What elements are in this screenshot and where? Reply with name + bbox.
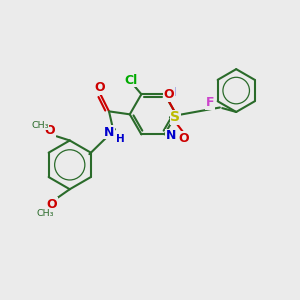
- Text: O: O: [46, 198, 57, 211]
- Text: N: N: [104, 126, 114, 139]
- Text: N: N: [166, 86, 176, 99]
- Text: CH₃: CH₃: [36, 208, 54, 217]
- Text: O: O: [179, 132, 190, 145]
- Text: S: S: [170, 110, 180, 124]
- Text: O: O: [44, 124, 55, 137]
- Text: Cl: Cl: [124, 74, 138, 87]
- Text: O: O: [95, 81, 105, 94]
- Text: F: F: [206, 96, 214, 109]
- Text: O: O: [164, 88, 174, 101]
- Text: N: N: [166, 129, 176, 142]
- Text: H: H: [116, 134, 124, 144]
- Text: CH₃: CH₃: [31, 121, 49, 130]
